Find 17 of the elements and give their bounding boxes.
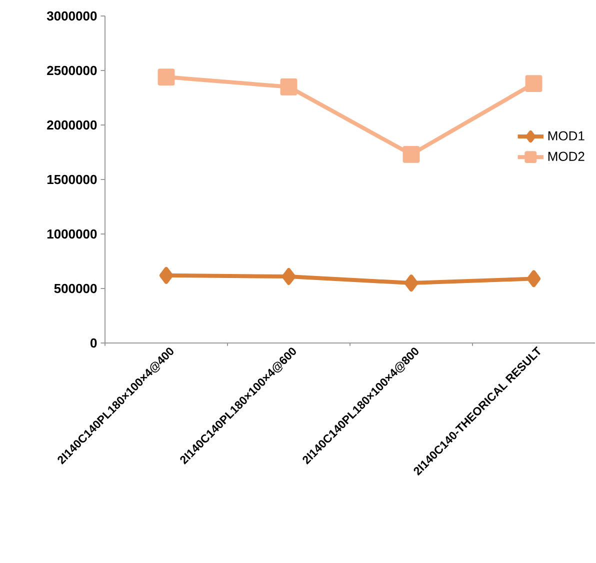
y-tick-label: 1000000 [47, 229, 97, 239]
y-tick-label: 500000 [54, 284, 97, 294]
legend-label: MOD1 [548, 131, 584, 140]
point [282, 268, 296, 285]
y-tick-label: 1500000 [47, 174, 97, 184]
point [404, 274, 418, 292]
point [159, 266, 174, 284]
y-tick-label: 2000000 [47, 120, 97, 130]
y-tick-label: 3000000 [46, 11, 97, 21]
point [525, 75, 542, 92]
y-tick-label: 2500000 [47, 66, 97, 76]
point [402, 146, 420, 163]
point [526, 270, 541, 288]
point [158, 68, 175, 86]
point [280, 78, 298, 96]
y-tick-label: 0 [90, 338, 97, 348]
legend-label: MOD2 [548, 152, 584, 161]
